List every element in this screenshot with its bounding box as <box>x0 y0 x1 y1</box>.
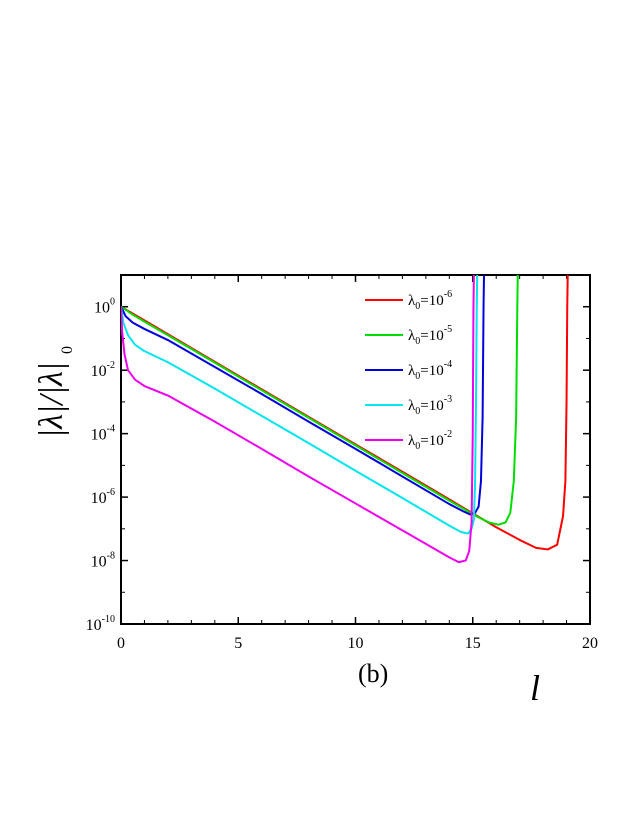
series-line-3 <box>121 275 486 516</box>
legend-label: λ0=10-2 <box>408 429 452 452</box>
x-tick-label: 15 <box>465 635 481 652</box>
x-tick-label: 5 <box>234 635 242 652</box>
x-tick-label: 20 <box>582 635 598 652</box>
legend-label: λ0=10-5 <box>408 324 452 347</box>
y-tick-label: 10-8 <box>91 551 115 571</box>
legend: λ0=10-6 λ0=10-5 λ0=10-4 λ0=10-3 λ0=10-2 <box>365 289 452 452</box>
legend-item-2: λ0=10-5 <box>365 324 452 347</box>
legend-label: λ0=10-3 <box>408 394 452 417</box>
y-tick-label: 10-2 <box>91 360 115 380</box>
y-tick-label: 100 <box>94 297 115 317</box>
series-line-4 <box>121 275 479 535</box>
series-line-1 <box>121 275 569 551</box>
x-tick-label: 0 <box>117 635 125 652</box>
legend-item-4: λ0=10-3 <box>365 394 452 417</box>
y-axis-label-subscript: 0 <box>59 346 76 354</box>
legend-label: λ0=10-4 <box>408 359 452 382</box>
series-line-2 <box>121 275 519 526</box>
y-tick-label: 10-6 <box>91 487 115 507</box>
legend-item-5: λ0=10-2 <box>365 429 452 452</box>
legend-label: λ0=10-6 <box>408 289 452 312</box>
chart-caption: (b) <box>358 659 388 688</box>
legend-item-1: λ0=10-6 <box>365 289 452 312</box>
y-axis-label: |λ|/|λ| 0 <box>33 346 76 438</box>
x-axis-label: l <box>530 668 540 708</box>
series-line-5 <box>121 275 475 564</box>
y-axis-label-main: |λ|/|λ| <box>33 362 70 438</box>
svg-text:|λ|/|λ|: |λ|/|λ| <box>33 362 70 438</box>
series-lines <box>121 275 569 564</box>
x-tick-label: 10 <box>348 635 364 652</box>
y-axis: 100 10-2 10-4 10-6 10-8 10-10 <box>86 274 590 634</box>
x-axis: 0 5 10 15 20 <box>117 275 598 652</box>
legend-item-3: λ0=10-4 <box>365 359 452 382</box>
y-tick-label: 10-10 <box>86 614 115 634</box>
y-tick-label: 10-4 <box>91 424 115 444</box>
